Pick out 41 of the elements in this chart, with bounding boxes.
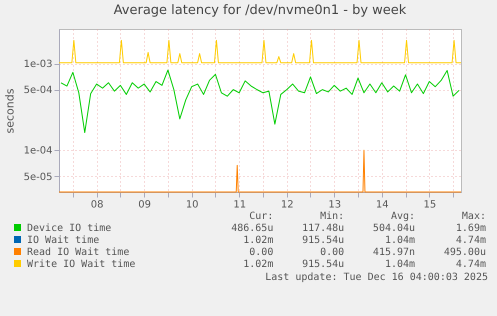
text: 504.04u: [372, 223, 416, 235]
x-tick-label: 08: [90, 200, 104, 210]
legend-label: IO Wait time: [26, 235, 100, 247]
x-tick-label: 13: [328, 200, 342, 210]
text: 117.48u: [301, 223, 346, 235]
text: Max:: [460, 211, 487, 223]
text: Avg:: [390, 211, 416, 223]
text: Last update: Tue Dec 16 04:00:03 2025: [264, 271, 488, 284]
text: Min:: [319, 211, 346, 223]
line-series: [58, 40, 462, 64]
text: 415.97n: [372, 247, 416, 259]
text: 915.54u: [301, 235, 346, 247]
text: 1.04m: [384, 235, 416, 247]
x-tick-label: 14: [376, 200, 389, 210]
x-tick-label: 10: [186, 200, 199, 210]
text: 1.69m: [454, 223, 487, 235]
text: 0.00: [248, 247, 274, 259]
y-axis-title: seconds: [4, 88, 17, 134]
chart-title: Average latency for /dev/nvme0n1 - by week: [114, 3, 407, 18]
text: 495.00u: [442, 247, 487, 259]
x-tick-label: 12: [280, 200, 294, 210]
text: 915.54u: [301, 259, 346, 271]
y-tick-label: 1e-03: [24, 59, 52, 70]
y-tick-label: 5e-05: [24, 172, 52, 183]
text: 4.74m: [454, 235, 487, 247]
text: 1.02m: [242, 259, 274, 271]
x-tick-label: 15: [423, 200, 436, 210]
text: 4.74m: [454, 259, 487, 271]
line-series: [60, 70, 460, 134]
x-tick-label: 09: [138, 200, 152, 210]
text: Cur:: [248, 211, 274, 223]
text: 486.65u: [230, 223, 274, 235]
x-tick-label: 11: [233, 200, 246, 210]
y-tick-label: 1e-04: [24, 146, 52, 157]
text: 1.04m: [384, 259, 416, 271]
text: 1.02m: [242, 235, 274, 247]
legend-label: Read IO Wait time: [26, 247, 130, 259]
y-tick-label: 5e-04: [24, 85, 52, 96]
text: 0.00: [319, 247, 346, 259]
legend-label: Device IO time: [26, 223, 112, 235]
legend-label: Write IO Wait time: [26, 259, 136, 271]
